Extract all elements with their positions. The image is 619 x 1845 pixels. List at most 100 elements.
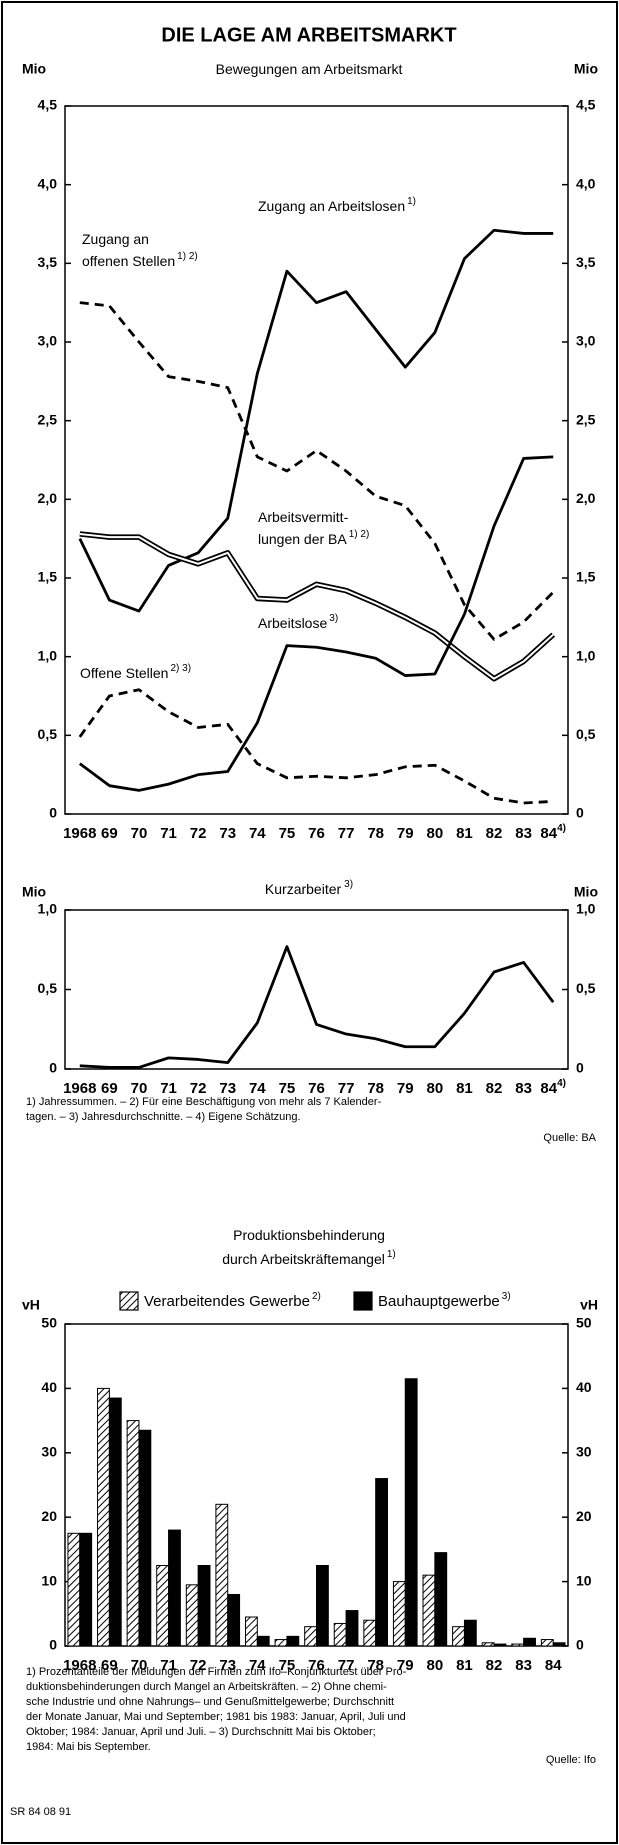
x-tick-label: 78 — [367, 1657, 384, 1674]
bar — [463, 1619, 477, 1647]
bar — [244, 1616, 258, 1647]
code: SR 84 08 91 — [10, 1806, 71, 1818]
x-tick-label: 70 — [131, 825, 148, 842]
bar — [286, 1635, 300, 1647]
x-tick-label: 75 — [279, 825, 296, 842]
y-tick-label: 2,5 — [38, 411, 58, 427]
series-label-note: 1) — [407, 196, 416, 207]
y2-tick-label: 30 — [576, 1444, 592, 1460]
footnote: 1) Jahressummen. – 2) Für eine Beschäfti… — [26, 1096, 382, 1108]
y-tick-label: 3,5 — [38, 254, 58, 270]
series-label-note: 3) — [329, 613, 338, 624]
x-tick-text: 79 — [397, 1657, 414, 1674]
x-tick-text: 69 — [101, 1080, 118, 1097]
chart-title: Bewegungen am Arbeitsmarkt — [216, 61, 403, 77]
x-tick-label: 1968 — [63, 1657, 96, 1674]
y-tick-label: 1,0 — [38, 647, 58, 663]
y2-tick-label: 3,0 — [576, 333, 596, 349]
x-tick-label: 83 — [515, 825, 532, 842]
chart-title: Kurzarbeiter 3) — [265, 879, 353, 897]
bar — [215, 1503, 229, 1647]
x-tick-note: 4) — [557, 823, 566, 834]
x-tick-label: 1968 — [63, 1080, 96, 1097]
x-tick-text: 75 — [279, 1080, 296, 1097]
y-tick-label: 10 — [41, 1572, 57, 1588]
x-tick-label: 82 — [486, 1080, 503, 1097]
x-tick-text: 82 — [486, 1080, 503, 1097]
x-tick-text: 84 — [540, 825, 557, 842]
series-line-inner — [79, 532, 554, 680]
bar — [126, 1420, 140, 1647]
x-tick-note: 4) — [557, 1078, 566, 1089]
x-tick-label: 74 — [249, 1657, 266, 1674]
x-tick-label: 84 — [545, 1657, 562, 1674]
bar — [422, 1574, 436, 1647]
x-tick-label: 76 — [308, 1080, 325, 1097]
bar — [227, 1593, 241, 1647]
bar — [168, 1529, 181, 1647]
y2-tick-label: 1,0 — [576, 647, 596, 663]
series-label-text: Offene Stellen — [80, 665, 168, 681]
chart-title: durch Arbeitskräftemangel 1) — [222, 1249, 396, 1267]
chart-title-text: durch Arbeitskräftemangel — [222, 1251, 385, 1267]
bar — [493, 1643, 507, 1647]
x-tick-text: 70 — [131, 825, 148, 842]
footnote: 1984: Mai bis September. — [26, 1741, 151, 1753]
y-tick-label: 20 — [41, 1508, 57, 1524]
chart-title-note: 1) — [387, 1249, 396, 1260]
x-tick-text: 72 — [190, 1080, 207, 1097]
y-tick-label: 1,0 — [38, 901, 58, 917]
bar — [434, 1552, 448, 1647]
series-label-text: Arbeitsvermitt- — [258, 509, 349, 525]
y2-tick-label: 3,5 — [576, 254, 596, 270]
x-tick-label: 79 — [397, 825, 414, 842]
bar — [185, 1584, 199, 1647]
series-label-text: Zugang an Arbeitslosen — [258, 198, 405, 214]
y2-axis-label: Mio — [574, 884, 598, 900]
series-line — [78, 228, 554, 613]
series-line — [78, 688, 554, 805]
x-tick-label: 73 — [219, 1080, 236, 1097]
x-tick-label: 76 — [308, 1657, 325, 1674]
legend-label: Bauhauptgewerbe 3) — [378, 1291, 511, 1310]
x-tick-text: 79 — [397, 825, 414, 842]
bar — [375, 1478, 389, 1647]
x-tick-text: 77 — [338, 1657, 355, 1674]
x-tick-text: 70 — [131, 1657, 148, 1674]
bar — [404, 1378, 418, 1647]
y2-axis-label: Mio — [574, 61, 598, 77]
y-tick-label: 4,5 — [38, 97, 58, 113]
chart-title-text: Bewegungen am Arbeitsmarkt — [216, 61, 403, 77]
bar — [97, 1387, 110, 1647]
y2-tick-label: 40 — [576, 1379, 592, 1395]
y-tick-label: 30 — [41, 1444, 57, 1460]
x-tick-label: 77 — [338, 1657, 355, 1674]
x-tick-label: 72 — [190, 1657, 207, 1674]
x-tick-label: 83 — [515, 1657, 532, 1674]
y2-tick-label: 0 — [576, 1637, 584, 1653]
x-tick-label: 74 — [249, 1080, 266, 1097]
y2-tick-label: 0 — [576, 1060, 584, 1076]
x-tick-text: 84 — [545, 1657, 562, 1674]
y-tick-label: 1,5 — [38, 569, 58, 585]
y2-tick-label: 2,5 — [576, 411, 596, 427]
legend-label-text: Bauhauptgewerbe — [378, 1293, 500, 1310]
y-tick-label: 0 — [49, 1637, 57, 1653]
series-label: Zugang an — [82, 231, 149, 247]
legend-swatch — [119, 1291, 139, 1311]
x-tick-text: 76 — [308, 825, 325, 842]
footnote: sche Industrie und ohne Nahrungs– und Ge… — [26, 1696, 394, 1708]
y-tick-label: 40 — [41, 1379, 57, 1395]
y2-tick-label: 4,0 — [576, 175, 596, 191]
x-tick-text: 72 — [190, 1657, 207, 1674]
x-tick-text: 83 — [515, 825, 532, 842]
x-tick-label: 72 — [190, 825, 207, 842]
bar — [156, 1565, 170, 1647]
x-tick-label: 74 — [249, 825, 266, 842]
x-tick-label: 81 — [456, 1657, 473, 1674]
y2-tick-label: 2,0 — [576, 490, 596, 506]
x-tick-label: 82 — [486, 1657, 503, 1674]
series-label: Zugang an Arbeitslosen 1) — [258, 196, 416, 214]
